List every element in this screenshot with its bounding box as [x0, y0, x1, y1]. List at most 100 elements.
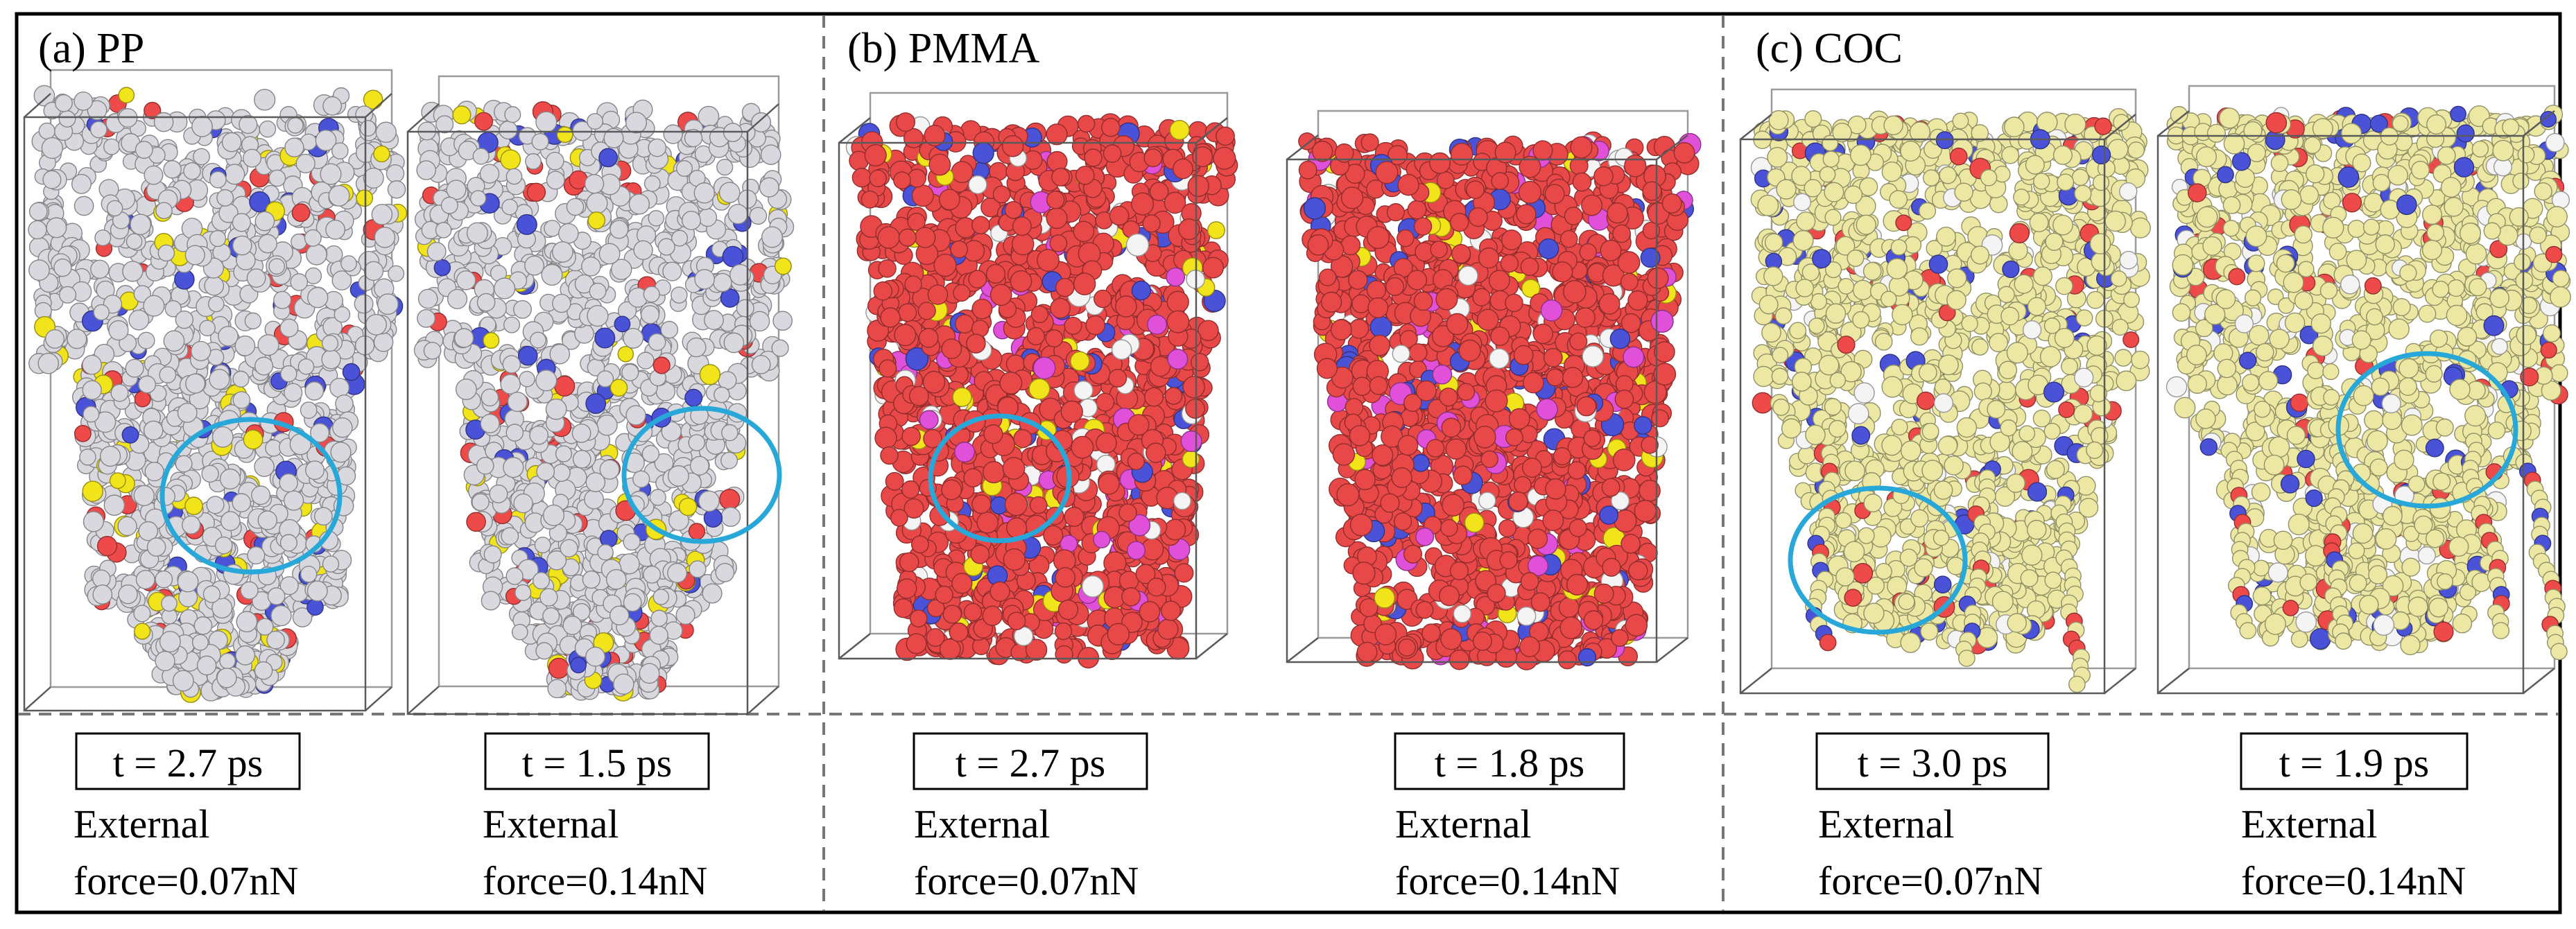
atom — [209, 229, 227, 248]
atom — [722, 245, 744, 268]
atom — [373, 332, 394, 352]
atom — [1093, 289, 1112, 309]
atom — [610, 220, 629, 239]
atom — [628, 193, 650, 215]
atom — [184, 496, 203, 515]
atom — [1084, 148, 1103, 167]
atom — [232, 493, 252, 512]
atom — [569, 170, 588, 190]
atom — [643, 175, 661, 192]
atom — [499, 121, 518, 140]
atom — [613, 673, 634, 695]
atom — [906, 633, 927, 654]
atom — [292, 607, 313, 627]
atom — [864, 144, 887, 167]
atom — [513, 493, 533, 514]
atom — [917, 302, 936, 320]
atom — [108, 320, 129, 341]
atom — [641, 444, 660, 463]
atom — [715, 563, 735, 582]
atom — [300, 401, 318, 419]
atom — [259, 120, 277, 138]
atom — [46, 217, 67, 238]
atom — [501, 198, 519, 216]
atom — [207, 295, 225, 313]
atom — [774, 257, 792, 275]
atom — [566, 198, 585, 216]
atom — [96, 535, 118, 557]
atom — [1055, 567, 1075, 588]
atom — [909, 609, 928, 627]
atom — [371, 204, 393, 225]
atom — [650, 609, 668, 627]
atom — [907, 168, 926, 188]
atom — [684, 388, 703, 407]
atom — [1011, 232, 1035, 256]
atom — [416, 160, 436, 180]
atom — [597, 544, 614, 561]
atom — [134, 623, 151, 640]
atom — [374, 227, 396, 248]
atom — [874, 426, 897, 449]
atom — [191, 116, 213, 137]
atom — [1051, 167, 1070, 186]
atom — [1077, 114, 1096, 133]
atom — [469, 190, 487, 207]
atom — [1127, 414, 1150, 436]
atom — [941, 338, 962, 359]
atom — [128, 309, 150, 331]
atom — [476, 456, 494, 475]
atom — [161, 595, 178, 612]
atom — [718, 182, 741, 204]
atom — [1026, 327, 1045, 346]
atom — [771, 339, 789, 357]
atom — [952, 387, 972, 408]
atom — [589, 282, 607, 300]
atom — [386, 164, 405, 183]
atom — [268, 169, 286, 187]
atom — [632, 470, 650, 488]
atom — [970, 544, 990, 564]
atom — [502, 355, 521, 374]
atom — [633, 240, 653, 260]
atom — [135, 141, 153, 159]
atom — [221, 132, 242, 153]
atom — [505, 168, 523, 185]
atom — [652, 589, 670, 605]
atom — [534, 537, 551, 554]
atom — [137, 331, 155, 349]
atom — [322, 96, 343, 116]
atom — [1003, 548, 1026, 571]
atom — [928, 153, 951, 176]
atom — [542, 607, 560, 625]
atom — [623, 532, 641, 551]
atom — [89, 121, 107, 139]
atom — [556, 126, 573, 144]
atom — [185, 373, 206, 394]
atom — [1096, 392, 1115, 412]
atom — [1174, 563, 1194, 583]
atom — [1055, 645, 1073, 664]
atom — [133, 605, 151, 623]
atom — [1115, 295, 1137, 318]
atom — [896, 578, 917, 599]
atom — [291, 233, 307, 250]
atom — [529, 331, 546, 349]
atom — [951, 573, 973, 594]
atom — [901, 480, 920, 499]
atom — [220, 511, 241, 531]
atom — [951, 161, 974, 184]
atom — [529, 425, 548, 445]
atom — [322, 555, 340, 573]
atom — [671, 286, 688, 304]
atom — [585, 393, 607, 414]
atom — [144, 101, 162, 119]
atom — [103, 138, 121, 155]
atom — [247, 546, 266, 565]
atom — [342, 363, 361, 381]
atom — [985, 263, 1006, 284]
atom — [761, 226, 783, 248]
atom — [266, 630, 285, 650]
atom — [373, 145, 390, 163]
atom — [989, 284, 1012, 306]
